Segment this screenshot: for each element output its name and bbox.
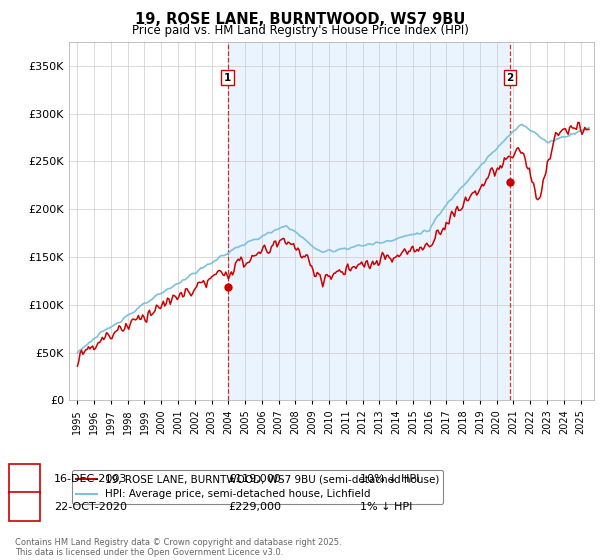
Text: 22-OCT-2020: 22-OCT-2020 — [54, 502, 127, 512]
Text: 2: 2 — [506, 73, 514, 83]
Text: £119,000: £119,000 — [228, 474, 281, 484]
Text: 19, ROSE LANE, BURNTWOOD, WS7 9BU: 19, ROSE LANE, BURNTWOOD, WS7 9BU — [135, 12, 465, 27]
Text: Price paid vs. HM Land Registry's House Price Index (HPI): Price paid vs. HM Land Registry's House … — [131, 24, 469, 36]
Text: 1% ↓ HPI: 1% ↓ HPI — [360, 502, 412, 512]
Text: 1: 1 — [224, 73, 231, 83]
Text: Contains HM Land Registry data © Crown copyright and database right 2025.
This d: Contains HM Land Registry data © Crown c… — [15, 538, 341, 557]
Text: £229,000: £229,000 — [228, 502, 281, 512]
Text: 16-DEC-2003: 16-DEC-2003 — [54, 474, 127, 484]
Text: 10% ↓ HPI: 10% ↓ HPI — [360, 474, 419, 484]
Legend: 19, ROSE LANE, BURNTWOOD, WS7 9BU (semi-detached house), HPI: Average price, sem: 19, ROSE LANE, BURNTWOOD, WS7 9BU (semi-… — [71, 470, 443, 503]
Text: 1: 1 — [21, 474, 28, 484]
Bar — [227, 42, 510, 400]
Text: 2: 2 — [21, 502, 28, 512]
